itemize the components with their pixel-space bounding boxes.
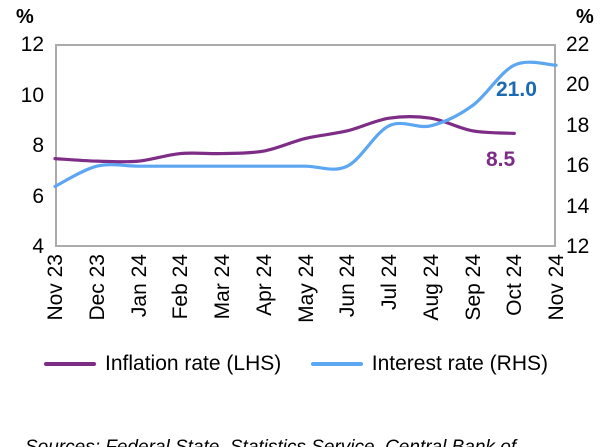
inflation-rate-line (53, 115, 516, 164)
left-y-tick-label: 6 (32, 184, 44, 208)
x-tick-label: Nov 24 (545, 254, 568, 321)
x-tick-label: Feb 24 (169, 254, 193, 320)
x-tick-label: May 24 (294, 254, 318, 323)
inflation-final-value-label: 8.5 (486, 148, 516, 171)
right-axis-unit-label: % (576, 6, 594, 28)
legend-label-interest: Interest rate (RHS) (371, 352, 548, 375)
x-tick-label: Aug 24 (419, 254, 443, 321)
left-y-tick-label: 8 (32, 134, 44, 157)
right-y-tick-label: 16 (566, 154, 590, 178)
x-tick-label: Oct 24 (503, 254, 527, 316)
interest-line-swatch (310, 362, 363, 366)
plot-area (55, 44, 556, 247)
interest-rate-line (53, 60, 558, 188)
x-tick-label: Mar 24 (211, 254, 234, 320)
x-tick-label: Jun 24 (336, 254, 360, 318)
right-y-tick-label: 12 (566, 235, 590, 258)
legend-item-interest: Interest rate (RHS) (310, 352, 548, 376)
right-y-tick-label: 22 (566, 33, 590, 56)
right-y-tick-label: 20 (566, 73, 590, 97)
x-tick-label: Apr 24 (252, 254, 276, 316)
right-y-tick-label: 18 (566, 113, 590, 137)
x-tick-label: Dec 23 (85, 254, 109, 321)
left-axis-unit-label: % (16, 6, 34, 28)
left-y-tick-label: 4 (32, 235, 44, 258)
x-tick-label: Jul 24 (378, 254, 401, 311)
legend-label-inflation: Inflation rate (LHS) (105, 352, 282, 375)
x-tick-label: Sep 24 (461, 254, 485, 321)
inflation-line-swatch (44, 362, 96, 366)
chart-legend: Inflation rate (LHS) Interest rate (RHS) (44, 352, 548, 376)
line-chart-svg (53, 60, 558, 188)
source-note-line1: Sources: Federal State Statistics Servic… (25, 436, 516, 447)
interest-final-value-label: 21.0 (496, 78, 537, 101)
x-tick-label: Nov 23 (44, 254, 67, 321)
legend-item-inflation: Inflation rate (LHS) (44, 352, 281, 376)
left-y-tick-label: 12 (20, 33, 44, 56)
right-y-tick-label: 14 (566, 194, 590, 218)
left-y-tick-label: 10 (20, 83, 44, 107)
x-tick-label: Jan 24 (127, 254, 151, 318)
source-note: Sources: Federal State Statistics Servic… (25, 390, 516, 447)
